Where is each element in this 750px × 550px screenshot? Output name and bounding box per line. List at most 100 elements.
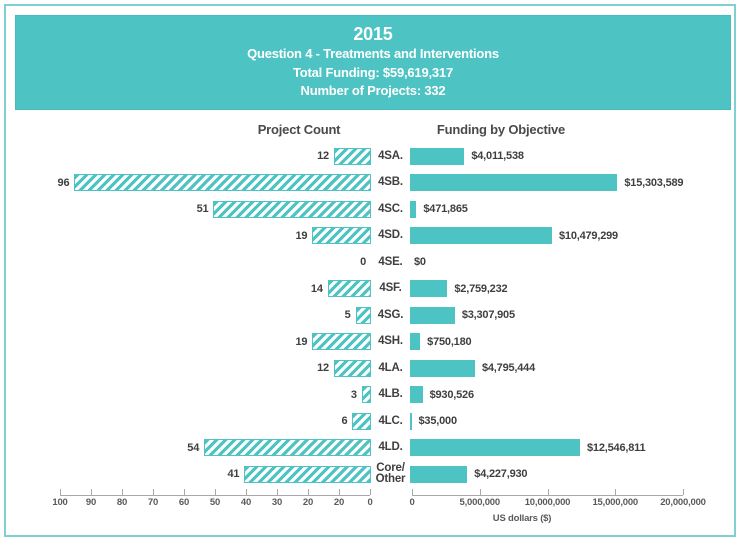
chart-row: 12 4SA. $4,011,538 bbox=[0, 143, 750, 170]
funding-bar bbox=[410, 280, 448, 298]
axis-tick bbox=[683, 489, 684, 495]
project-count-label: 14 bbox=[310, 282, 323, 295]
axis-tick bbox=[412, 489, 413, 495]
category-label: 4SD. bbox=[378, 229, 403, 241]
category-label: 4SC. bbox=[378, 202, 403, 215]
chart-row: 96 4SB. $15,303,589 bbox=[0, 170, 750, 197]
right-axis-title: US dollars ($) bbox=[492, 513, 552, 524]
axis-tick-label: 20,000,000 bbox=[660, 497, 706, 508]
project-count-bar bbox=[204, 439, 371, 457]
axis-tick bbox=[547, 489, 549, 495]
project-count-label: 12 bbox=[317, 362, 329, 375]
axis-tick-label: 50 bbox=[209, 497, 221, 508]
chart-row: 0 4SE. $0 bbox=[0, 249, 750, 276]
chart-row: 41 Core/ Other $4,227,930 bbox=[0, 461, 750, 488]
funding-bar bbox=[410, 465, 468, 483]
axis-tick-label: 100 bbox=[52, 497, 68, 508]
axis-tick-label: 60 bbox=[178, 497, 190, 508]
axis-tick bbox=[215, 489, 216, 495]
axis-tick-label: 70 bbox=[147, 497, 159, 508]
project-count-label: 54 bbox=[187, 441, 200, 454]
category-label: 4SF. bbox=[379, 282, 402, 294]
chart-row: 3 4LB. $930,526 bbox=[0, 382, 750, 409]
funding-amount-label: $35,000 bbox=[418, 415, 458, 428]
project-count-bar bbox=[361, 386, 371, 404]
funding-amount-label: $930,526 bbox=[429, 388, 474, 401]
project-count-label: 96 bbox=[57, 176, 70, 189]
header-number-of-projects: Number of Projects: 332 bbox=[300, 83, 446, 98]
project-count-label: 6 bbox=[341, 415, 348, 428]
axis-tick-label: 40 bbox=[240, 497, 252, 508]
project-count-label: 0 bbox=[360, 256, 366, 269]
left-column-header: Project Count bbox=[257, 122, 341, 137]
chart-row: 54 4LD. $12,546,811 bbox=[0, 435, 750, 462]
chart-row: 19 4SH. $750,180 bbox=[0, 329, 750, 356]
header-question: Question 4 - Treatments and Intervention… bbox=[247, 46, 499, 61]
funding-bar bbox=[410, 147, 465, 165]
funding-bar bbox=[410, 412, 412, 430]
chart-row: 5 4SG. $3,307,905 bbox=[0, 302, 750, 329]
project-count-label: 41 bbox=[227, 468, 240, 481]
axis-tick bbox=[370, 489, 371, 495]
axis-tick bbox=[615, 489, 617, 495]
project-count-bar bbox=[333, 147, 371, 165]
axis-tick bbox=[122, 489, 123, 495]
project-count-label: 19 bbox=[295, 335, 308, 348]
funding-bar bbox=[410, 333, 421, 351]
chart-row: 14 4SF. $2,759,232 bbox=[0, 276, 750, 303]
chart-header: 2015 Question 4 - Treatments and Interve… bbox=[15, 15, 731, 110]
category-label: 4LC. bbox=[378, 414, 403, 427]
project-count-bar bbox=[352, 412, 371, 430]
project-count-bar bbox=[74, 174, 371, 192]
category-label: 4LA. bbox=[378, 361, 403, 374]
axis-tick bbox=[91, 489, 92, 495]
project-count-bar bbox=[327, 280, 371, 298]
category-label: Core/ Other bbox=[375, 461, 406, 486]
axis-tick bbox=[277, 489, 278, 495]
axis-tick bbox=[308, 489, 309, 495]
funding-amount-label: $2,759,232 bbox=[454, 282, 508, 295]
chart-row: 19 4SD. $10,479,299 bbox=[0, 223, 750, 250]
funding-bar bbox=[410, 306, 455, 324]
category-label: 4SG. bbox=[377, 308, 404, 321]
funding-bar bbox=[410, 174, 618, 192]
left-x-axis bbox=[60, 488, 371, 496]
right-column-header: Funding by Objective bbox=[436, 122, 566, 137]
right-x-axis bbox=[412, 488, 684, 496]
project-count-label: 19 bbox=[295, 229, 308, 242]
chart-row: 6 4LC. $35,000 bbox=[0, 408, 750, 435]
axis-tick bbox=[184, 489, 185, 495]
category-label: 4LD. bbox=[378, 441, 403, 453]
axis-tick-label: 0 bbox=[367, 497, 373, 508]
category-label: 4SB. bbox=[378, 176, 403, 188]
project-count-label: 12 bbox=[317, 150, 329, 163]
axis-tick-label: 15,000,000 bbox=[592, 497, 639, 508]
axis-tick bbox=[479, 489, 481, 495]
funding-amount-label: $4,227,930 bbox=[474, 468, 528, 481]
funding-bar bbox=[410, 227, 552, 245]
category-label: 4SE. bbox=[378, 255, 403, 268]
axis-tick-label: 20 bbox=[302, 497, 314, 508]
funding-amount-label: $15,303,589 bbox=[624, 176, 684, 189]
header-total-funding: Total Funding: $59,619,317 bbox=[293, 64, 453, 80]
project-count-bar bbox=[355, 306, 371, 324]
funding-bar bbox=[410, 200, 417, 218]
axis-tick bbox=[246, 489, 247, 495]
chart-row: 12 4LA. $4,795,444 bbox=[0, 355, 750, 382]
chart-row: 51 4SC. $471,865 bbox=[0, 196, 750, 223]
project-count-bar bbox=[312, 333, 371, 351]
category-label: 4SA. bbox=[378, 149, 403, 162]
funding-bar bbox=[410, 439, 580, 457]
project-count-label: 51 bbox=[196, 203, 209, 216]
funding-amount-label: $4,795,444 bbox=[481, 362, 536, 375]
funding-bar bbox=[410, 386, 423, 404]
header-year: 2015 bbox=[353, 24, 393, 44]
funding-amount-label: $471,865 bbox=[423, 203, 468, 216]
category-label: 4LB. bbox=[378, 388, 403, 400]
axis-tick bbox=[339, 489, 340, 495]
project-count-bar bbox=[333, 359, 371, 377]
axis-tick bbox=[153, 489, 154, 495]
funding-amount-label: $12,546,811 bbox=[587, 441, 646, 454]
project-count-bar bbox=[244, 465, 371, 483]
axis-tick-label: 30 bbox=[271, 497, 283, 508]
